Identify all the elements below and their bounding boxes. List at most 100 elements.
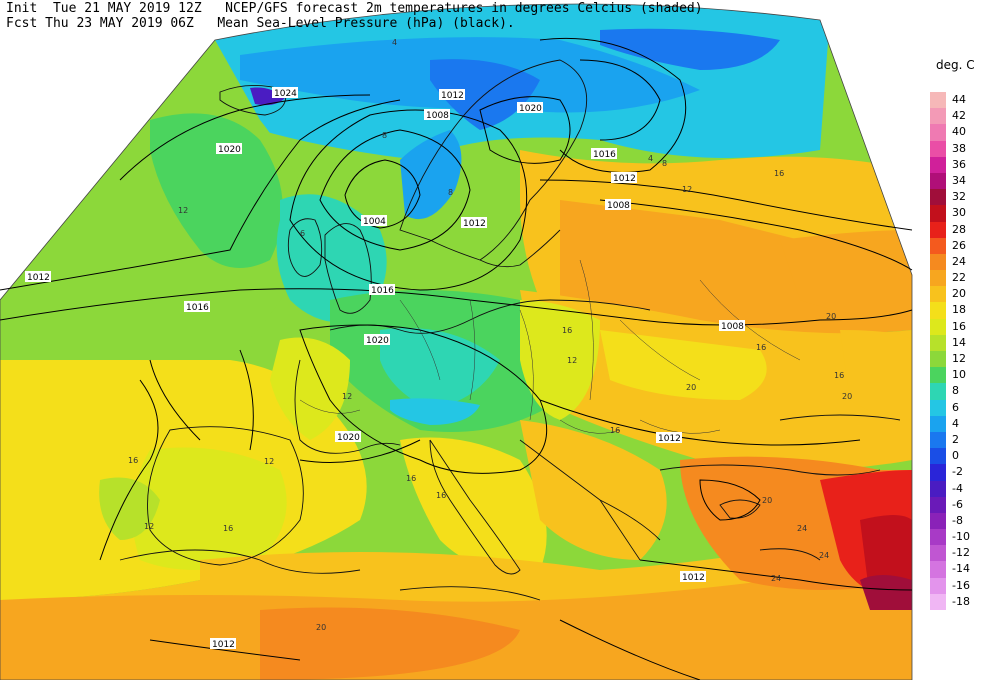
legend-entry: 6 (930, 399, 990, 416)
svg-text:1012: 1012 (658, 434, 681, 444)
legend-label: 38 (952, 141, 966, 155)
svg-text:1012: 1012 (682, 573, 705, 583)
legend-entry: 32 (930, 189, 990, 206)
legend-label: 42 (952, 109, 966, 123)
temp-label: 8 (448, 188, 453, 197)
legend-swatch (930, 172, 946, 190)
legend-swatch (930, 221, 946, 238)
legend-entry: 18 (930, 302, 990, 319)
legend-label: -12 (952, 546, 970, 560)
temp-label: 8 (382, 131, 387, 140)
legend-label: 14 (952, 335, 966, 349)
legend-swatch (930, 512, 946, 530)
legend-swatch (930, 545, 946, 562)
isobar-label: 1012 (210, 638, 236, 650)
legend-entry: 36 (930, 156, 990, 173)
forecast-init-line: Init Tue 21 MAY 2019 12Z NCEP/GFS foreca… (6, 1, 703, 16)
temp-label: 12 (342, 392, 352, 401)
legend-swatch (930, 237, 946, 254)
temp-label: 16 (834, 371, 844, 380)
temp-label: 12 (567, 356, 577, 365)
legend-label: 28 (952, 222, 966, 236)
legend-entry: 38 (930, 140, 990, 157)
legend-swatch (930, 205, 946, 222)
legend-entry: 14 (930, 334, 990, 351)
temp-label: 16 (610, 426, 620, 435)
legend-entry: 2 (930, 431, 990, 449)
isobar-label: 1020 (517, 102, 543, 114)
svg-text:1004: 1004 (363, 217, 386, 227)
temp-label: 20 (686, 383, 696, 392)
temperature-map: 1024 1012 1008 1020 1016 1012 1020 1004 … (0, 3, 913, 680)
legend-entry: 26 (930, 237, 990, 254)
temp-label: 6 (300, 229, 305, 238)
temp-label: 20 (762, 496, 772, 505)
legend-entry: 10 (930, 367, 990, 384)
legend-label: -18 (952, 594, 970, 608)
legend-label: 34 (952, 173, 966, 187)
legend-swatch (930, 302, 946, 319)
legend-label: 16 (952, 319, 966, 333)
temp-label: 8 (662, 159, 667, 168)
legend-entry: -2 (930, 464, 990, 481)
temp-label: 16 (223, 524, 233, 533)
svg-text:1012: 1012 (212, 640, 235, 650)
legend-swatch (930, 415, 946, 432)
svg-text:1020: 1020 (366, 336, 389, 346)
isobar-label: 1008 (424, 109, 450, 121)
temp-label: 16 (756, 343, 766, 352)
legend-swatch (930, 593, 946, 610)
legend-swatch (930, 561, 946, 578)
legend-swatch (930, 334, 946, 351)
legend-label: -10 (952, 530, 970, 544)
legend-label: -16 (952, 578, 970, 592)
temp-label: 12 (264, 457, 274, 466)
svg-text:1008: 1008 (426, 111, 449, 121)
svg-text:1016: 1016 (371, 286, 394, 296)
isobar-label: 1016 (591, 148, 617, 160)
isobar-label: 1008 (719, 320, 745, 332)
legend-entry: -4 (930, 480, 990, 497)
legend-label: 0 (952, 449, 959, 463)
isobar-label: 1024 (272, 87, 298, 99)
legend-swatch (930, 367, 946, 384)
svg-text:1012: 1012 (27, 273, 50, 283)
legend-label: 30 (952, 206, 966, 220)
legend-label: 8 (952, 384, 959, 398)
isobar-label: 1008 (605, 199, 631, 211)
legend-entry: 40 (930, 124, 990, 141)
legend-entry: -14 (930, 561, 990, 578)
temperature-field (0, 4, 912, 680)
legend-entry: -10 (930, 529, 990, 546)
legend-entry: -8 (930, 512, 990, 530)
temp-label: 12 (144, 522, 154, 531)
legend-entry: -16 (930, 577, 990, 594)
legend-swatch (930, 253, 946, 271)
temp-label: 16 (562, 326, 572, 335)
isobar-label: 1012 (680, 571, 706, 583)
isobar-label: 1020 (335, 431, 361, 443)
legend-swatch (930, 92, 946, 109)
legend-swatch (930, 351, 946, 368)
temp-label: 12 (682, 185, 692, 194)
svg-text:1012: 1012 (463, 219, 486, 229)
legend-entry: 42 (930, 108, 990, 125)
legend-swatch (930, 140, 946, 157)
isobar-label: 1016 (369, 284, 395, 296)
legend-label: 22 (952, 271, 966, 285)
map-boundary (0, 3, 913, 680)
legend-entry: 28 (930, 221, 990, 238)
legend-entry: 12 (930, 351, 990, 368)
legend-label: -14 (952, 562, 970, 576)
legend-label: 4 (952, 416, 959, 430)
legend-label: 10 (952, 368, 966, 382)
legend-label: 20 (952, 287, 966, 301)
legend-swatch (930, 496, 946, 513)
legend-entry: 8 (930, 383, 990, 400)
legend-entry: 16 (930, 318, 990, 335)
legend-swatch (930, 448, 946, 465)
svg-text:1024: 1024 (274, 89, 297, 99)
legend-label: 24 (952, 254, 966, 268)
legend-label: 18 (952, 303, 966, 317)
